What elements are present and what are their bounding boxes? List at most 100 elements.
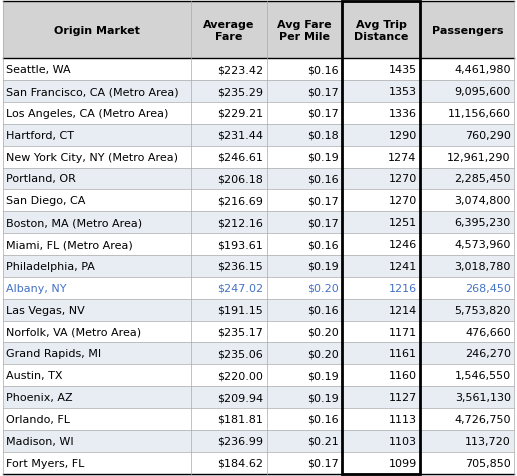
Text: 1270: 1270 [388, 196, 417, 206]
Text: 1214: 1214 [388, 305, 417, 315]
Bar [191, 277, 267, 299]
Bar [3, 212, 191, 234]
Text: $0.17: $0.17 [307, 109, 339, 119]
Bar [3, 234, 191, 256]
Bar [420, 452, 514, 474]
Bar [3, 256, 191, 277]
Text: 9,095,600: 9,095,600 [454, 87, 511, 97]
Text: 3,074,800: 3,074,800 [454, 196, 511, 206]
Text: 4,573,960: 4,573,960 [454, 239, 511, 249]
Bar [191, 2, 267, 59]
Text: $0.21: $0.21 [307, 436, 339, 446]
Text: $0.19: $0.19 [307, 392, 339, 402]
Bar [267, 168, 342, 190]
Text: 268,450: 268,450 [465, 283, 511, 293]
Bar [267, 452, 342, 474]
Text: Philadelphia, PA: Philadelphia, PA [6, 261, 95, 271]
Bar [267, 125, 342, 147]
Bar [191, 190, 267, 212]
Text: 1353: 1353 [389, 87, 417, 97]
Bar [342, 147, 420, 168]
Bar [191, 103, 267, 125]
Bar [420, 387, 514, 408]
Bar [342, 103, 420, 125]
Bar [342, 474, 420, 476]
Bar [420, 147, 514, 168]
Bar [420, 299, 514, 321]
Text: 12,961,290: 12,961,290 [447, 152, 511, 162]
Text: 1336: 1336 [389, 109, 417, 119]
Bar [420, 168, 514, 190]
Text: Grand Rapids, MI: Grand Rapids, MI [6, 348, 101, 358]
Bar [342, 234, 420, 256]
Bar [191, 125, 267, 147]
Text: Albany, NY: Albany, NY [6, 283, 67, 293]
Text: 246,270: 246,270 [465, 348, 511, 358]
Bar [267, 234, 342, 256]
Bar [191, 321, 267, 343]
Bar [3, 168, 191, 190]
Text: 4,461,980: 4,461,980 [454, 65, 511, 75]
Bar [3, 474, 191, 476]
Bar [420, 474, 514, 476]
Bar [267, 408, 342, 430]
Text: 3,561,130: 3,561,130 [455, 392, 511, 402]
Text: $223.42: $223.42 [217, 65, 263, 75]
Text: Miami, FL (Metro Area): Miami, FL (Metro Area) [6, 239, 133, 249]
Bar [420, 190, 514, 212]
Bar [3, 321, 191, 343]
Text: $206.18: $206.18 [217, 174, 263, 184]
Bar [342, 430, 420, 452]
Text: 2,285,450: 2,285,450 [454, 174, 511, 184]
Bar [191, 212, 267, 234]
Text: 4,726,750: 4,726,750 [454, 414, 511, 424]
Text: Orlando, FL: Orlando, FL [6, 414, 70, 424]
Bar [3, 103, 191, 125]
Bar [342, 299, 420, 321]
Bar [342, 125, 420, 147]
Bar [420, 234, 514, 256]
Bar [420, 125, 514, 147]
Bar [342, 321, 420, 343]
Bar [191, 234, 267, 256]
Text: 1251: 1251 [388, 218, 417, 228]
Text: Fort Myers, FL: Fort Myers, FL [6, 458, 85, 468]
Text: $236.99: $236.99 [217, 436, 263, 446]
Text: 1274: 1274 [388, 152, 417, 162]
Bar [420, 59, 514, 81]
Bar [342, 256, 420, 277]
Bar [191, 168, 267, 190]
Text: $231.44: $231.44 [217, 130, 263, 140]
Bar [191, 430, 267, 452]
Bar [191, 452, 267, 474]
Text: $184.62: $184.62 [217, 458, 263, 468]
Bar [191, 59, 267, 81]
Bar [342, 408, 420, 430]
Bar [342, 452, 420, 474]
Bar [420, 365, 514, 387]
Bar [420, 277, 514, 299]
Text: $0.16: $0.16 [307, 239, 339, 249]
Text: 1270: 1270 [388, 174, 417, 184]
Bar [267, 2, 342, 59]
Text: 476,660: 476,660 [465, 327, 511, 337]
Text: Las Vegas, NV: Las Vegas, NV [6, 305, 85, 315]
Bar [191, 299, 267, 321]
Bar [3, 452, 191, 474]
Bar [342, 2, 420, 59]
Bar [191, 408, 267, 430]
Bar [3, 387, 191, 408]
Text: 113,720: 113,720 [465, 436, 511, 446]
Bar [342, 168, 420, 190]
Bar [420, 256, 514, 277]
Text: $235.29: $235.29 [217, 87, 263, 97]
Text: $0.20: $0.20 [307, 348, 339, 358]
Text: Portland, OR: Portland, OR [6, 174, 76, 184]
Bar [342, 2, 420, 474]
Text: 1103: 1103 [389, 436, 417, 446]
Bar [342, 277, 420, 299]
Bar [420, 212, 514, 234]
Text: $0.16: $0.16 [307, 174, 339, 184]
Text: Hartford, CT: Hartford, CT [6, 130, 74, 140]
Bar [3, 365, 191, 387]
